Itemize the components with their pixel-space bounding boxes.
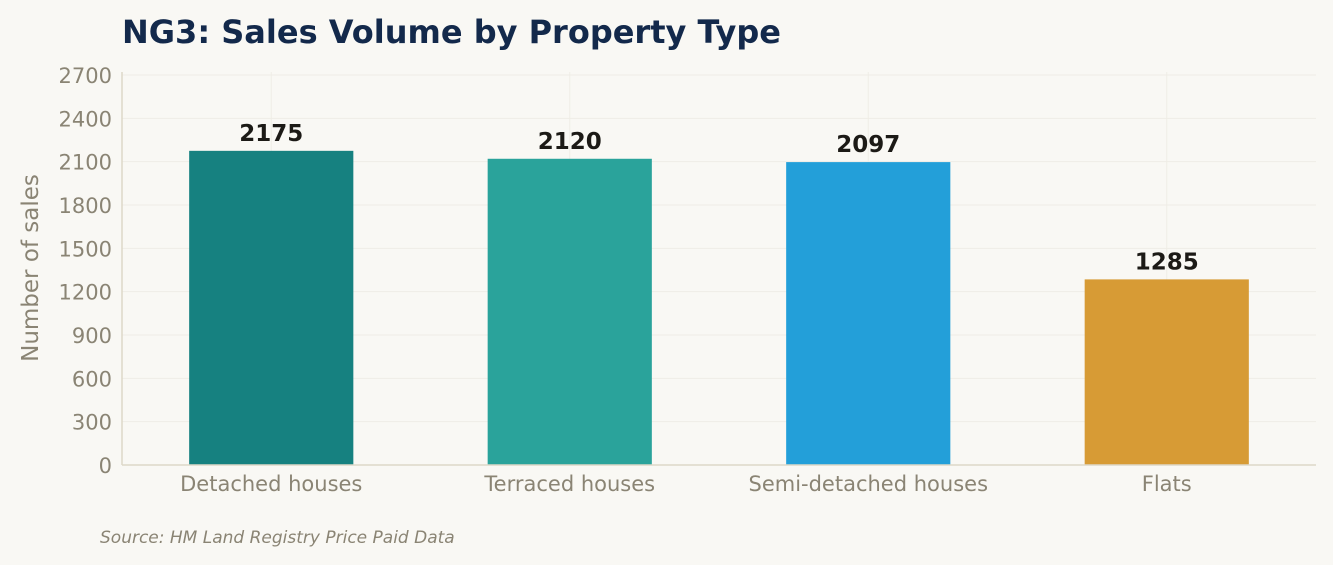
y-tick-label: 2100 (59, 151, 112, 175)
bar-value-label: 1285 (1135, 249, 1199, 275)
x-tick-label: Semi-detached houses (748, 472, 988, 496)
x-tick-label: Flats (1142, 472, 1192, 496)
bar (1084, 279, 1249, 465)
y-tick-label: 600 (72, 367, 112, 391)
y-tick-label: 1200 (59, 281, 112, 305)
y-tick-label: 1500 (59, 237, 112, 261)
bar-value-label: 2097 (836, 132, 900, 158)
y-tick-label: 0 (99, 454, 112, 478)
bars (189, 150, 1249, 466)
y-axis-ticks: 0 300 600 900 1200 1500 1800 2100 2400 2700 (59, 64, 112, 478)
y-tick-label: 2400 (59, 107, 112, 131)
y-tick-label: 2700 (59, 64, 112, 88)
bar (786, 162, 951, 465)
bar (487, 158, 652, 465)
x-tick-label: Terraced houses (483, 472, 655, 496)
bar-value-label: 2120 (538, 129, 602, 155)
bar-value-label: 2175 (239, 121, 303, 147)
x-axis-ticks: Detached houses Terraced houses Semi-detac… (180, 472, 1192, 496)
y-tick-label: 1800 (59, 194, 112, 218)
y-tick-label: 300 (72, 411, 112, 435)
y-tick-label: 900 (72, 324, 112, 348)
chart-title: NG3: Sales Volume by Property Type (122, 13, 781, 51)
y-axis-label: Number of sales (18, 174, 44, 362)
x-tick-label: Detached houses (180, 472, 362, 496)
source-note: Source: HM Land Registry Price Paid Data (100, 528, 455, 548)
value-labels: 2175 2120 2097 1285 (239, 121, 1199, 276)
bar (189, 150, 354, 466)
